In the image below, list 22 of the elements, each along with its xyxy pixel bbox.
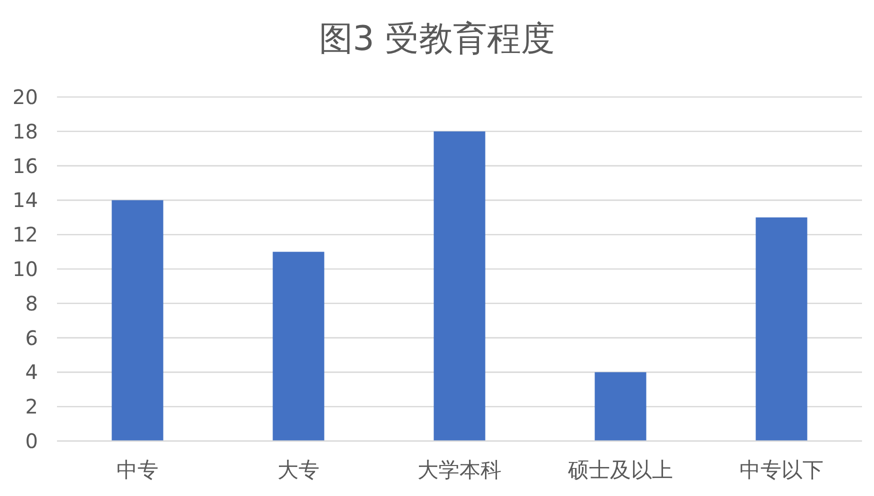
y-tick-label: 0: [25, 429, 38, 453]
y-tick-label: 16: [12, 154, 38, 178]
x-tick-label: 大专: [278, 458, 320, 482]
x-tick-label: 大学本科: [418, 458, 502, 482]
x-tick-label: 硕士及以上: [567, 458, 673, 482]
bar: [112, 200, 164, 441]
bar: [594, 372, 646, 441]
y-tick-label: 2: [25, 394, 38, 419]
bar: [756, 217, 808, 441]
y-tick-label: 20: [12, 85, 38, 109]
y-tick-label: 14: [12, 188, 38, 212]
x-tick-label: 中专以下: [740, 458, 824, 482]
y-tick-label: 18: [12, 119, 38, 144]
y-tick-label: 12: [12, 222, 38, 247]
bar: [272, 252, 324, 441]
y-tick-label: 4: [25, 360, 38, 384]
x-tick-label: 中专: [116, 458, 158, 482]
chart-title: 图3 受教育程度: [318, 19, 556, 59]
y-tick-label: 6: [25, 326, 38, 350]
bar: [434, 131, 486, 441]
y-tick-label: 8: [25, 291, 38, 316]
y-tick-label: 10: [12, 257, 38, 281]
